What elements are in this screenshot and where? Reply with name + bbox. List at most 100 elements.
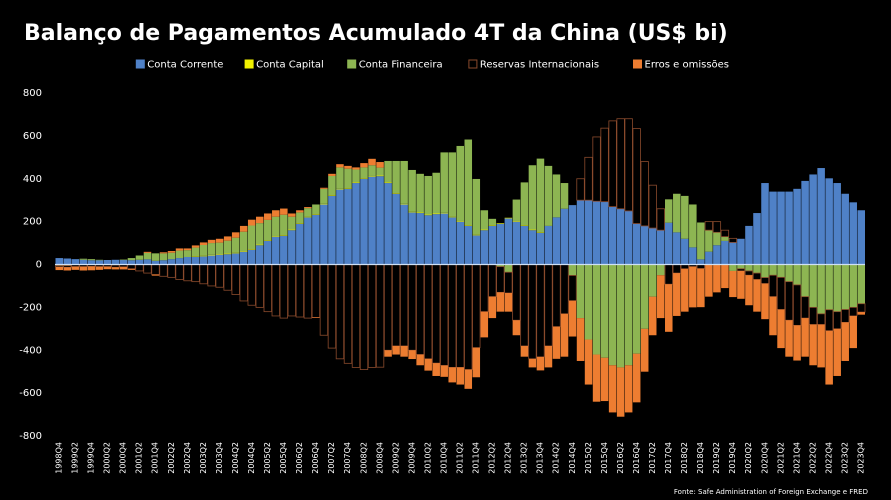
x-tick-label: 2018Q2 <box>680 442 689 474</box>
bar <box>584 156 593 201</box>
bar <box>191 264 200 283</box>
x-tick-label: 2021Q4 <box>792 442 801 474</box>
bar <box>143 259 152 265</box>
bar <box>344 168 352 189</box>
bar <box>319 264 329 336</box>
bar <box>328 173 336 176</box>
bar <box>769 264 777 276</box>
bar <box>520 345 529 357</box>
bar <box>665 199 673 223</box>
bar <box>288 229 296 231</box>
bar <box>384 350 392 357</box>
bar <box>143 252 152 260</box>
bar <box>440 213 448 265</box>
bar <box>841 309 850 323</box>
bar <box>127 264 136 270</box>
bar <box>392 160 400 194</box>
x-tick-label: 2006Q4 <box>311 442 320 474</box>
bar <box>800 296 810 319</box>
x-tick-label: 2015Q4 <box>600 442 609 474</box>
bar <box>456 367 465 385</box>
bar <box>801 318 809 357</box>
bar <box>352 167 360 170</box>
bar <box>720 229 730 238</box>
bar <box>512 221 521 265</box>
x-tick-label: 1999Q2 <box>71 442 80 474</box>
bar <box>568 300 577 337</box>
bar <box>713 264 721 293</box>
bar <box>167 252 176 260</box>
bar <box>199 244 208 256</box>
source: Fonte: Safe Administration of Foreign Ex… <box>674 488 868 496</box>
bar <box>215 254 224 265</box>
bar <box>79 258 88 260</box>
bar <box>697 222 705 260</box>
bar <box>729 264 737 271</box>
bar <box>351 264 361 368</box>
bar <box>367 264 377 368</box>
bar <box>320 204 328 265</box>
bar <box>424 264 433 360</box>
y-tick-label: -400 <box>19 345 42 356</box>
bar <box>320 187 328 189</box>
bar <box>279 264 288 319</box>
bar <box>512 264 521 321</box>
bar <box>616 118 625 210</box>
bar <box>264 219 272 241</box>
x-tick-label: 2000Q4 <box>119 442 128 474</box>
bar <box>817 168 825 265</box>
bar <box>568 275 577 302</box>
bar <box>231 264 240 295</box>
bar <box>544 165 553 226</box>
bar <box>271 264 280 317</box>
legend-swatch <box>347 59 357 69</box>
x-tick-label: 2011Q4 <box>472 442 481 474</box>
legend-label: Reservas Internacionais <box>480 60 599 71</box>
bar <box>119 259 128 265</box>
bar <box>327 264 337 349</box>
bar <box>448 152 456 217</box>
bar <box>705 230 713 252</box>
bar <box>472 178 481 235</box>
bar <box>704 221 714 231</box>
bar <box>665 222 673 265</box>
bar <box>504 218 513 265</box>
bar <box>833 311 842 330</box>
bar <box>632 223 641 265</box>
bar <box>408 169 416 212</box>
bar <box>320 203 328 205</box>
x-tick-label: 2014Q4 <box>568 442 577 474</box>
bar <box>608 264 617 366</box>
bar <box>360 178 368 179</box>
bar <box>560 264 569 315</box>
bar <box>784 281 794 321</box>
bar <box>207 264 216 287</box>
bar <box>841 264 849 310</box>
bar <box>223 254 232 265</box>
bar <box>264 213 272 220</box>
bar <box>296 210 304 213</box>
bar <box>215 238 224 243</box>
bar <box>63 258 72 265</box>
bar <box>231 252 240 254</box>
bar <box>223 264 232 291</box>
x-tick-label: 2017Q4 <box>664 442 673 474</box>
bar <box>833 264 841 312</box>
bar <box>544 345 553 368</box>
bar <box>456 145 465 221</box>
bar <box>793 325 801 361</box>
x-tick-label: 2008Q2 <box>359 442 368 474</box>
bar <box>816 313 826 325</box>
x-tick-label: 2013Q2 <box>520 442 529 474</box>
bar <box>528 264 537 360</box>
x-tick-label: 2012Q4 <box>504 442 513 474</box>
bar <box>392 193 400 194</box>
bar <box>656 208 665 231</box>
bar <box>504 271 513 294</box>
bar <box>689 247 697 265</box>
x-tick-label: 2009Q2 <box>391 442 400 474</box>
bar <box>247 225 256 250</box>
bar <box>328 175 336 196</box>
bar <box>785 264 793 282</box>
